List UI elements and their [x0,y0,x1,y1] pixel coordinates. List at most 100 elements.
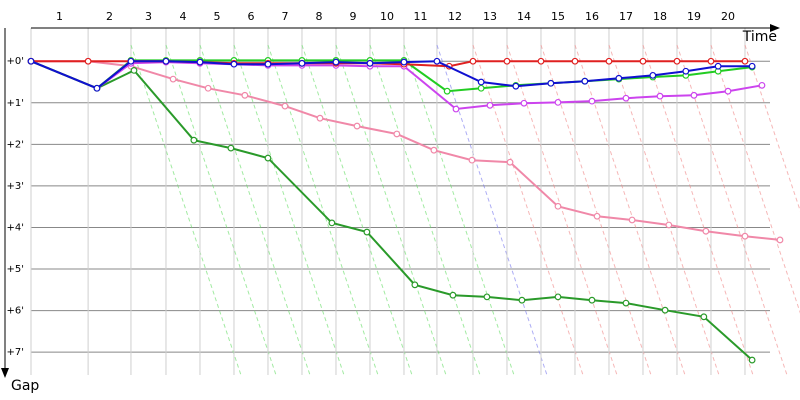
series-line [30,60,753,361]
data-point [433,57,441,65]
data-point [298,59,306,67]
data-point [661,306,669,314]
x-tick-label: 10 [380,10,394,23]
data-point [84,57,92,65]
data-point [707,57,715,65]
x-tick-label: 12 [448,10,462,23]
lap-guide [540,44,652,376]
data-point [477,84,485,92]
data-point [615,74,623,82]
data-point [162,57,170,65]
x-tick-label: 15 [551,10,565,23]
data-point [452,105,460,113]
x-tick-label: 4 [179,10,186,23]
data-point [196,58,204,66]
x-tick-label: 20 [721,10,735,23]
y-tick-label: +5' [7,264,25,275]
data-point [741,57,749,65]
x-tick-label: 11 [413,10,427,23]
background-layer [30,28,800,376]
data-point [518,296,526,304]
data-point [588,296,596,304]
lap-guide [436,44,548,376]
y-tick-label: +7' [7,347,25,358]
data-point [748,356,756,364]
data-point [700,313,708,321]
data-point [230,60,238,68]
data-point [714,62,722,70]
data-point [503,57,511,65]
data-point [741,232,749,240]
data-point [758,81,766,89]
data-point [366,59,374,67]
lap-guide [369,44,481,376]
x-tick-label: 13 [483,10,497,23]
x-tick-label: 3 [145,10,152,23]
data-point [581,77,589,85]
data-point [571,57,579,65]
data-point [483,293,491,301]
lap-guide [642,44,754,376]
x-tick-label: 2 [106,10,113,23]
data-point [682,67,690,75]
data-point [264,154,272,162]
data-point [537,57,545,65]
x-tick-label: 6 [247,10,254,23]
x-tick-label: 19 [687,10,701,23]
data-point [656,92,664,100]
data-point [93,84,101,92]
data-point [27,57,35,65]
data-point [316,114,324,122]
series-line [31,60,781,241]
x-tick-label: 8 [315,10,322,23]
lap-guide [335,44,447,376]
data-point [130,66,138,74]
y-tick-label: +3' [7,181,25,192]
data-point [593,212,601,220]
lap-guide [130,44,242,376]
data-point [622,299,630,307]
data-point [430,146,438,154]
data-point [665,221,673,229]
x-tick-label: 5 [213,10,220,23]
data-point [353,122,361,130]
x-tick-label: 1 [56,10,63,23]
data-point [264,60,272,68]
data-point [241,91,249,99]
data-point [281,102,289,110]
x-tick-label: 9 [349,10,356,23]
y-tick-label: +0' [7,56,25,67]
data-point [400,58,408,66]
x-axis-label: Time [742,29,777,45]
lap-guide [267,44,379,376]
lap-guide [403,44,515,376]
data-point [204,84,212,92]
data-point [486,101,494,109]
data-point [469,57,477,65]
data-point [449,291,457,299]
data-point [332,58,340,66]
lap-guide [744,44,800,212]
data-point [468,156,476,164]
y-tick-label: +6' [7,306,25,317]
x-tick-label: 17 [619,10,633,23]
data-point [649,71,657,79]
x-axis-arrow [770,24,780,32]
data-point [506,158,514,166]
data-point [227,144,235,152]
data-point [724,87,732,95]
lap-guide [472,44,584,376]
x-tick-label: 16 [585,10,599,23]
data-point [520,99,528,107]
data-point [554,202,562,210]
data-point [690,91,698,99]
y-axis-label: Gap [11,378,39,394]
x-tick-label: 7 [281,10,288,23]
lap-guide [301,44,413,376]
data-point [363,228,371,236]
x-tick-label: 18 [653,10,667,23]
x-tick-label: 14 [517,10,531,23]
data-point [639,57,647,65]
data-point [628,216,636,224]
